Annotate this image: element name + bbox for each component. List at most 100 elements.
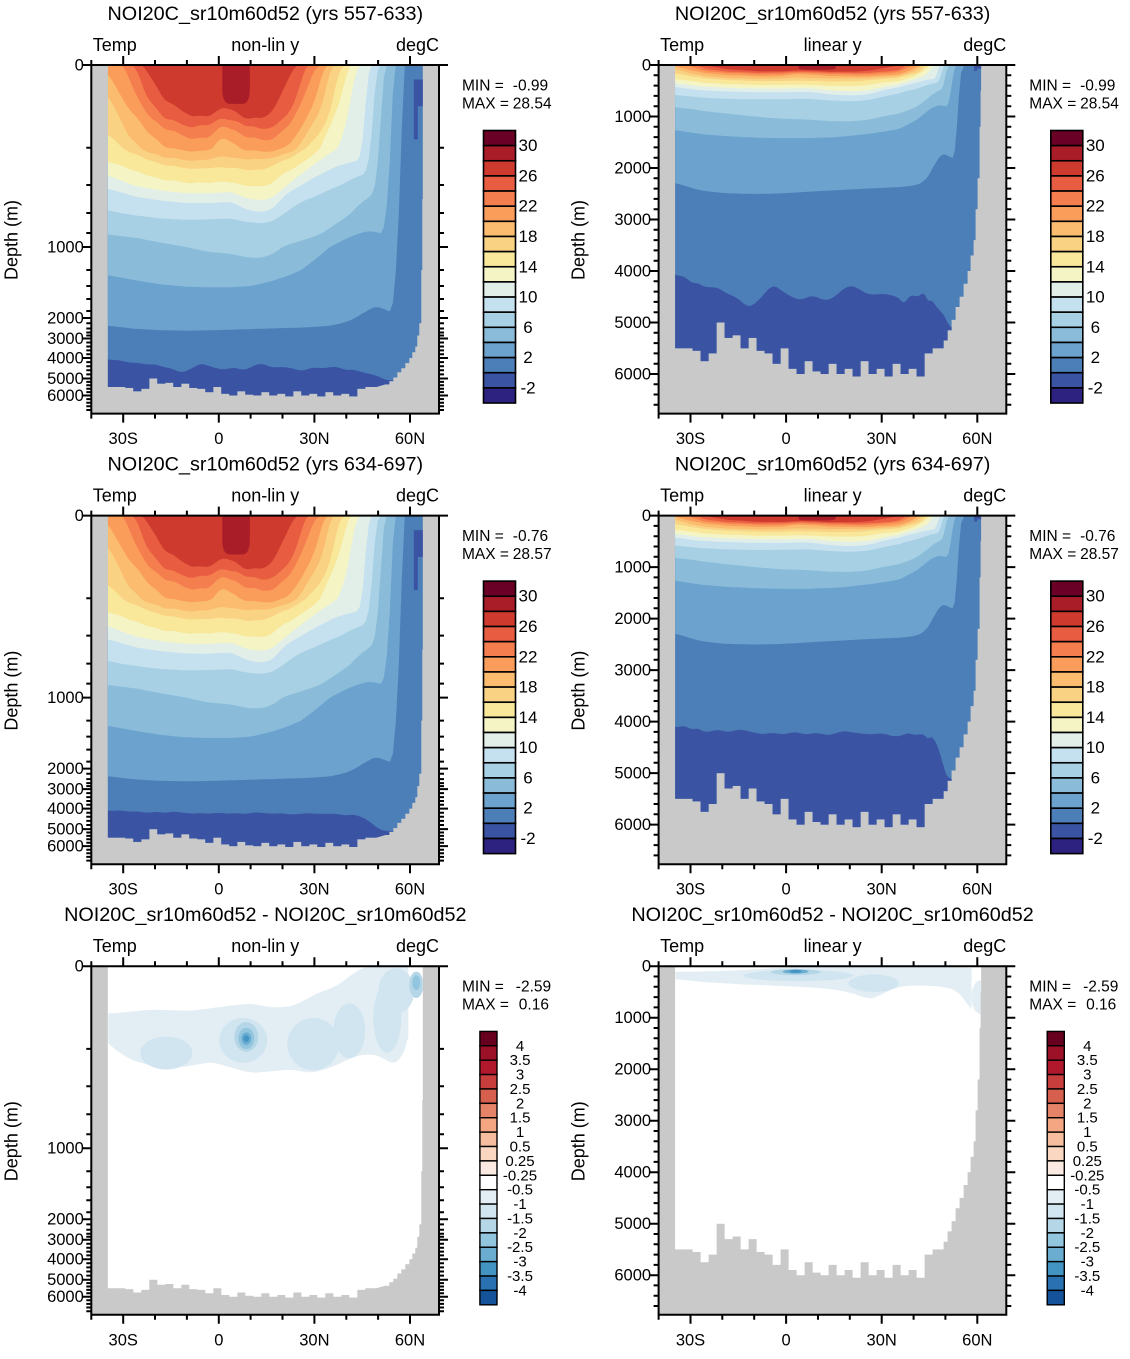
svg-text:-0.99: -0.99	[1080, 78, 1115, 95]
svg-text:Depth (m): Depth (m)	[569, 651, 589, 731]
svg-text:2000: 2000	[614, 160, 651, 178]
svg-text:5000: 5000	[47, 821, 84, 839]
svg-text:-1.5: -1.5	[1074, 1211, 1100, 1228]
svg-text:linear y: linear y	[804, 486, 862, 506]
svg-text:30N: 30N	[299, 881, 329, 899]
svg-text:degC: degC	[963, 35, 1006, 55]
svg-text:28.54: 28.54	[1080, 96, 1119, 113]
svg-text:6000: 6000	[47, 1288, 84, 1306]
svg-text:5000: 5000	[614, 765, 651, 783]
svg-text:Temp: Temp	[93, 35, 137, 55]
svg-text:2: 2	[523, 799, 532, 818]
svg-text:30N: 30N	[867, 881, 897, 899]
svg-text:degC: degC	[396, 35, 439, 55]
svg-text:26: 26	[519, 617, 538, 636]
svg-text:-3.5: -3.5	[1074, 1268, 1100, 1285]
svg-text:30S: 30S	[109, 1331, 138, 1349]
svg-text:14: 14	[1086, 708, 1105, 727]
svg-text:4000: 4000	[47, 800, 84, 818]
svg-text:Temp: Temp	[93, 486, 137, 506]
svg-text:-2: -2	[520, 378, 535, 397]
svg-text:14: 14	[519, 257, 538, 276]
svg-text:22: 22	[519, 197, 538, 216]
svg-text:2: 2	[523, 348, 532, 367]
svg-text:30N: 30N	[867, 430, 897, 448]
svg-text:28.57: 28.57	[513, 546, 552, 563]
svg-text:-3: -3	[513, 1254, 526, 1271]
svg-text:-0.99: -0.99	[513, 78, 548, 95]
svg-text:22: 22	[1086, 647, 1105, 666]
svg-text:-2: -2	[520, 829, 535, 848]
svg-text:26: 26	[1086, 617, 1105, 636]
svg-text:0: 0	[782, 881, 791, 899]
svg-text:30S: 30S	[676, 1331, 705, 1349]
svg-text:-2: -2	[513, 1225, 526, 1242]
svg-text:30S: 30S	[109, 881, 138, 899]
svg-text:18: 18	[1086, 227, 1105, 246]
svg-text:18: 18	[1086, 678, 1105, 697]
svg-text:MIN =: MIN =	[462, 979, 504, 996]
svg-text:-2.5: -2.5	[1074, 1239, 1100, 1256]
svg-text:14: 14	[519, 708, 538, 727]
svg-text:NOI20C_sr10m60d52 - NOI20C_sr1: NOI20C_sr10m60d52 - NOI20C_sr10m60d52	[64, 904, 466, 926]
svg-text:1000: 1000	[47, 689, 84, 707]
svg-text:MAX =: MAX =	[1029, 96, 1076, 113]
svg-text:NOI20C_sr10m60d52 (yrs 557-633: NOI20C_sr10m60d52 (yrs 557-633)	[108, 3, 424, 25]
svg-text:Depth (m): Depth (m)	[569, 200, 589, 280]
svg-text:22: 22	[1086, 197, 1105, 216]
svg-text:-0.5: -0.5	[1074, 1182, 1100, 1199]
svg-text:4000: 4000	[47, 1251, 84, 1269]
svg-text:0.16: 0.16	[1086, 997, 1116, 1014]
svg-text:-0.25: -0.25	[503, 1167, 537, 1184]
svg-text:-1.5: -1.5	[507, 1211, 533, 1228]
svg-text:22: 22	[519, 647, 538, 666]
svg-text:3000: 3000	[47, 1231, 84, 1249]
svg-text:4: 4	[516, 1038, 524, 1055]
svg-text:-4: -4	[1081, 1282, 1094, 1299]
svg-text:MIN =: MIN =	[1029, 78, 1071, 95]
svg-text:-2.59: -2.59	[516, 979, 551, 996]
svg-text:-4: -4	[513, 1282, 526, 1299]
svg-text:5000: 5000	[614, 314, 651, 332]
svg-text:5000: 5000	[47, 1271, 84, 1289]
svg-text:0: 0	[642, 57, 651, 75]
svg-text:1000: 1000	[614, 559, 651, 577]
svg-text:4: 4	[1083, 1038, 1091, 1055]
svg-text:26: 26	[1086, 166, 1105, 185]
svg-text:60N: 60N	[395, 1331, 425, 1349]
svg-text:-2.59: -2.59	[1083, 979, 1118, 996]
svg-text:non-lin y: non-lin y	[231, 35, 299, 55]
svg-text:0: 0	[642, 958, 651, 976]
svg-text:0: 0	[75, 507, 84, 525]
svg-text:1000: 1000	[614, 108, 651, 126]
svg-text:18: 18	[519, 678, 538, 697]
svg-text:0: 0	[214, 430, 223, 448]
svg-text:4000: 4000	[614, 1164, 651, 1182]
svg-text:-2: -2	[1088, 829, 1103, 848]
svg-text:30N: 30N	[867, 1331, 897, 1349]
svg-text:2000: 2000	[614, 1061, 651, 1079]
svg-text:2000: 2000	[614, 610, 651, 628]
svg-text:MIN =: MIN =	[462, 528, 504, 545]
svg-text:Temp: Temp	[660, 486, 704, 506]
svg-text:Depth (m): Depth (m)	[569, 1101, 589, 1181]
svg-text:3000: 3000	[47, 781, 84, 799]
svg-text:0: 0	[75, 57, 84, 75]
svg-text:6: 6	[523, 768, 532, 787]
svg-text:1000: 1000	[47, 1140, 84, 1158]
svg-text:degC: degC	[963, 936, 1006, 956]
svg-text:6000: 6000	[614, 816, 651, 834]
svg-text:Temp: Temp	[93, 936, 137, 956]
svg-text:Depth (m): Depth (m)	[1, 200, 21, 280]
svg-text:6000: 6000	[47, 838, 84, 856]
svg-text:0: 0	[782, 430, 791, 448]
svg-text:30: 30	[519, 587, 538, 606]
svg-text:degC: degC	[963, 486, 1006, 506]
svg-text:60N: 60N	[962, 430, 992, 448]
svg-text:degC: degC	[396, 936, 439, 956]
svg-text:-0.76: -0.76	[513, 528, 548, 545]
svg-text:Temp: Temp	[660, 936, 704, 956]
svg-text:60N: 60N	[395, 881, 425, 899]
svg-text:30S: 30S	[676, 430, 705, 448]
svg-text:2000: 2000	[47, 760, 84, 778]
